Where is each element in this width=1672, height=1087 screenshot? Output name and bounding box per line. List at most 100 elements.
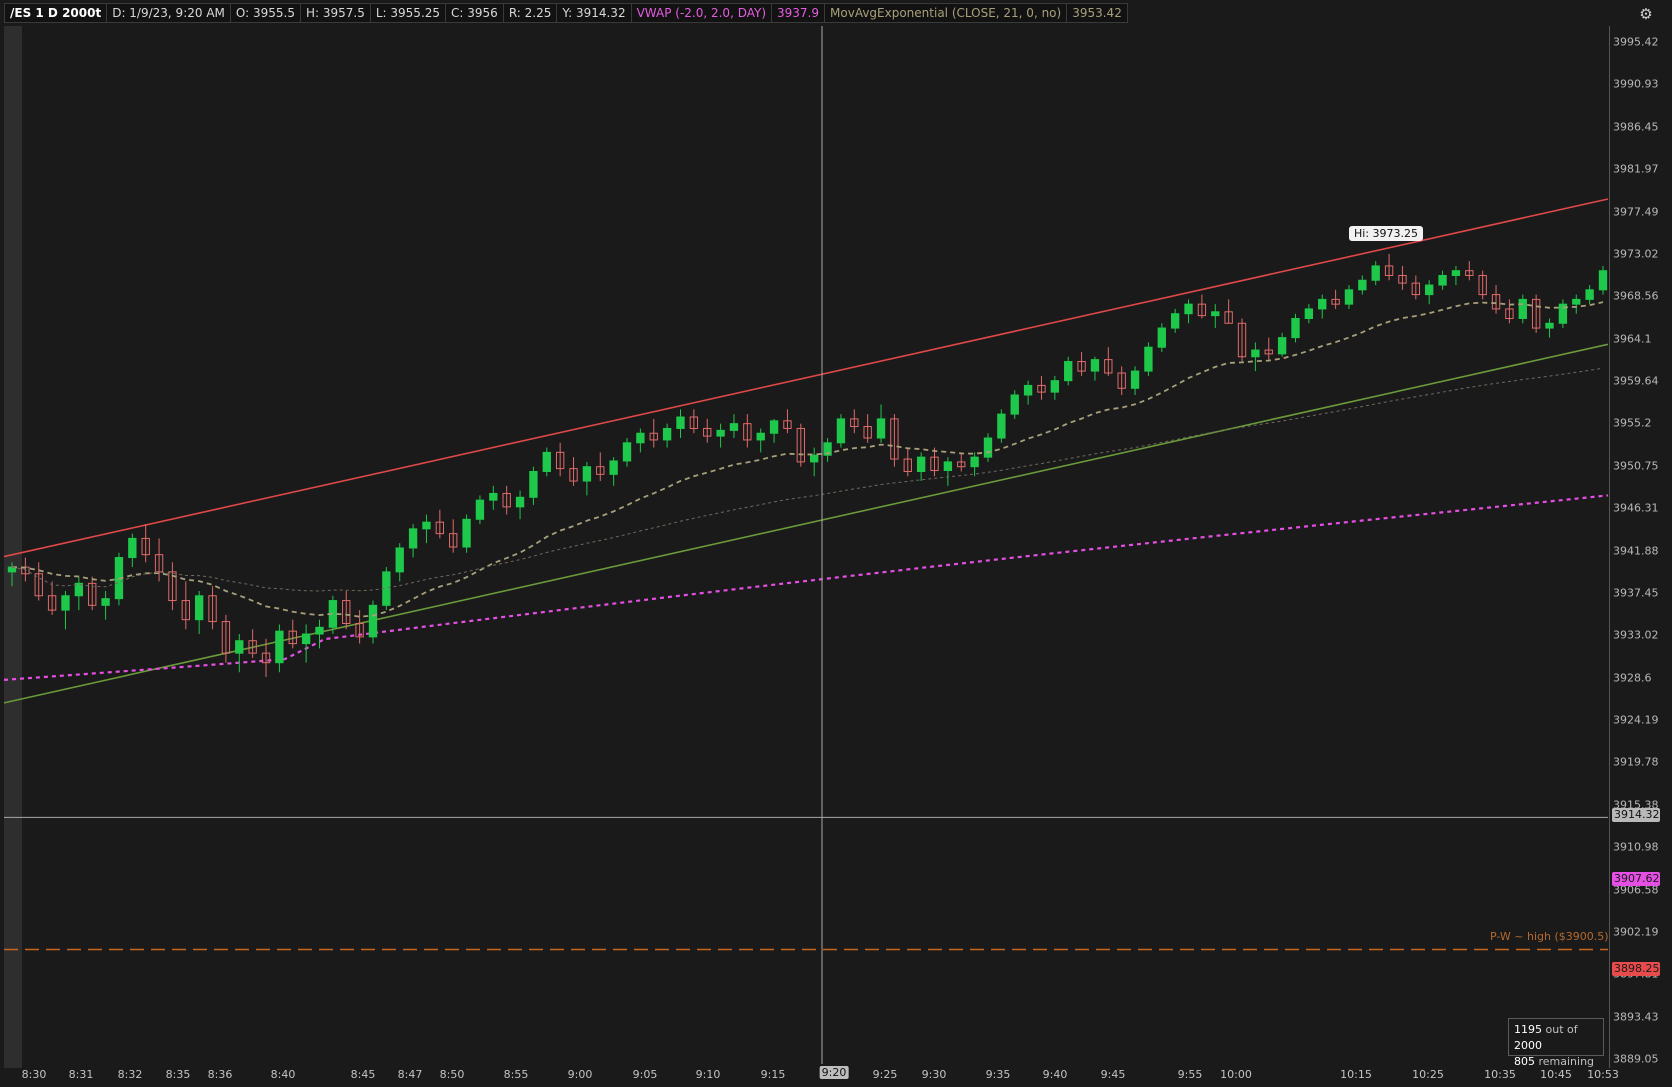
candle-body [1157,327,1166,348]
candle-body [636,432,645,444]
candle-body [1344,289,1354,305]
cursor-time-tag: 9:20 [819,1066,849,1079]
symbol-label[interactable]: /ES 1 D 2000t [4,3,108,23]
time-tick-label: 8:36 [207,1068,233,1081]
vwap-study-label[interactable]: VWAP (-2.0, 2.0, DAY) [631,3,773,23]
candle-body [810,454,819,463]
candle-body [88,582,97,606]
candle-body [154,554,164,573]
candle-body [596,466,605,475]
time-tick-label: 8:55 [503,1068,529,1081]
time-tick-label: 10:25 [1412,1068,1444,1081]
candle-body [235,640,244,654]
candle-body [1090,359,1100,372]
candle-body [61,595,70,611]
candle-body [1304,308,1314,320]
price-tick-label: 3924.19 [1613,713,1659,727]
price-axis[interactable] [1609,26,1672,1068]
candle-body [890,418,899,460]
candle-body [1585,289,1594,300]
candle-body [1023,384,1033,396]
time-tick-label: 10:45 [1540,1068,1572,1081]
candle-body [970,456,979,468]
time-tick-label: 9:05 [632,1068,658,1081]
upper-channel-line [3,198,1609,558]
candle-body [1130,370,1140,389]
candle-body [1331,298,1340,305]
low-readout: L: 3955.25 [370,3,447,23]
price-tick-label: 3981.97 [1613,162,1659,176]
time-tick-label: 9:10 [695,1068,721,1081]
candle-body [703,427,712,437]
candle-body [1184,303,1193,315]
candle-body [1411,282,1421,296]
candle-body [1518,298,1527,320]
candle-body [515,496,525,508]
study-header: /ES 1 D 2000t D: 1/9/23, 9:20 AM O: 3955… [0,0,1128,26]
candle-body [1197,303,1207,317]
candle-body [1358,279,1367,291]
candle-body [301,633,311,645]
candle-body [194,595,204,621]
date-readout: D: 1/9/23, 9:20 AM [107,3,231,23]
price-tick-label: 3964.1 [1613,332,1652,346]
price-tick-label: 3889.05 [1613,1052,1659,1066]
candle-body [1572,298,1581,305]
candle-body [181,600,190,621]
candle-body [1144,346,1153,372]
candle-body [569,468,578,482]
candle-body [1251,349,1260,358]
candle-body [1237,322,1247,358]
candle-body [662,427,672,441]
time-tick-label: 9:25 [872,1068,898,1081]
candle-body [1224,311,1233,324]
candle-body [609,460,618,475]
price-tick-label: 3990.93 [1613,77,1659,91]
time-tick-label: 10:53 [1587,1068,1619,1081]
session-shading [4,26,22,1068]
price-tick-label: 3937.45 [1613,586,1659,600]
candle-body [823,442,832,456]
candle-body [47,595,57,611]
price-tick-label: 3968.56 [1613,289,1659,303]
settings-icon[interactable]: ⚙ [1639,5,1653,23]
candle-body [1077,361,1086,372]
time-tick-label: 8:45 [350,1068,376,1081]
candle-body [1010,394,1019,415]
time-tick-label: 10:00 [1220,1068,1252,1081]
vwap-lower-band [3,494,1609,681]
candle-body [1170,313,1180,329]
prior-week-high-label: P-W ~ high ($3900.5) [1490,930,1609,943]
price-tick-label: 3977.49 [1613,205,1659,218]
candle-body [876,418,886,439]
candle-body [7,566,17,573]
price-tick-label: 3928.6 [1613,671,1652,685]
candle-body [676,416,685,429]
tick-out-of: out of [1545,1023,1578,1036]
candle-body [649,432,658,441]
candle-body [1438,274,1447,286]
candle-body [342,600,351,624]
candle-body [502,492,511,508]
price-tick-label: 3946.31 [1613,501,1659,515]
price-tick-label: 3995.42 [1613,35,1659,49]
open-readout: O: 3955.5 [230,3,301,23]
candle-body [796,427,805,463]
ema-study-label[interactable]: MovAvgExponential (CLOSE, 21, 0, no) [825,3,1068,23]
candle-body [1558,303,1568,324]
candle-body [1277,337,1287,355]
candle-body [435,521,445,535]
candle-body [1211,311,1220,317]
candle-body [462,518,471,548]
price-tick-label: 3919.78 [1613,755,1659,769]
candle-body [863,426,872,439]
candle-body [555,451,565,470]
candle-body [1465,270,1474,276]
vwap-price-tag: 3907.62 [1612,872,1660,886]
price-tick-label: 3910.98 [1613,840,1659,854]
ema-line [11,301,1604,618]
price-tick-label: 3906.58 [1613,883,1659,896]
y-readout: Y: 3914.32 [557,3,632,23]
